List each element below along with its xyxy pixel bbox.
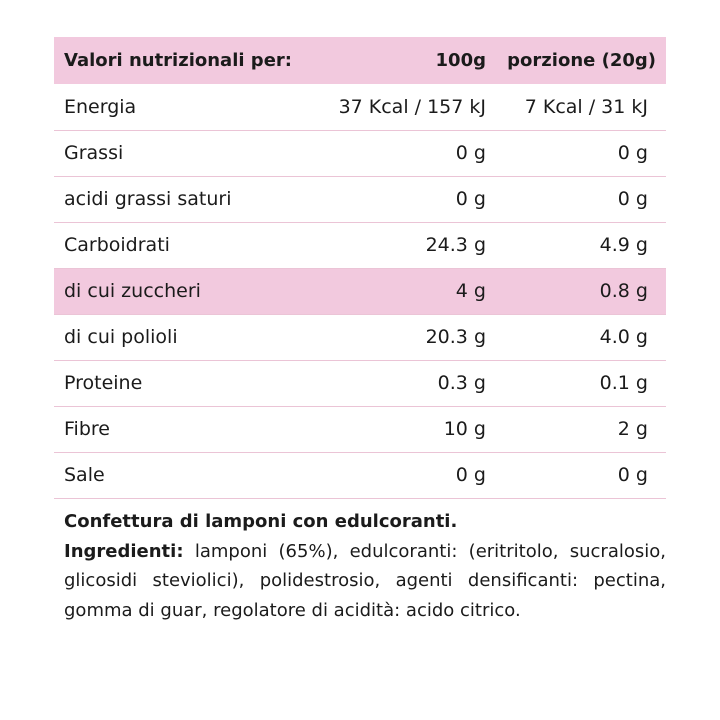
nutrient-value-portion: 0 g bbox=[486, 452, 666, 499]
nutrient-value-100g: 37 Kcal / 157 kJ bbox=[286, 84, 486, 131]
nutrient-name: di cui zuccheri bbox=[54, 268, 286, 315]
nutrient-value-100g: 20.3 g bbox=[286, 314, 486, 361]
nutrition-row-energia: Energia 37 Kcal / 157 kJ 7 Kcal / 31 kJ bbox=[54, 84, 666, 131]
nutrition-row-grassi: Grassi 0 g 0 g bbox=[54, 130, 666, 177]
nutrient-value-portion: 0 g bbox=[486, 176, 666, 223]
nutrition-row-zuccheri: di cui zuccheri 4 g 0.8 g bbox=[54, 268, 666, 315]
nutrient-value-100g: 0 g bbox=[286, 452, 486, 499]
nutrition-row-polioli: di cui polioli 20.3 g 4.0 g bbox=[54, 314, 666, 361]
nutrient-name: di cui polioli bbox=[54, 314, 286, 361]
nutrient-name: Fibre bbox=[54, 406, 286, 453]
nutrient-value-100g: 0 g bbox=[286, 176, 486, 223]
nutrient-value-portion: 0.8 g bbox=[486, 268, 666, 315]
nutrient-value-portion: 0 g bbox=[486, 130, 666, 177]
header-per-portion: porzione (20g) bbox=[507, 49, 656, 71]
product-name: Confettura di lamponi con edulcoranti. bbox=[64, 511, 458, 532]
nutrient-value-portion: 2 g bbox=[486, 406, 666, 453]
nutrient-name: acidi grassi saturi bbox=[54, 176, 286, 223]
nutrition-row-sale: Sale 0 g 0 g bbox=[54, 452, 666, 499]
nutrient-value-100g: 4 g bbox=[286, 268, 486, 315]
nutrient-name: Proteine bbox=[54, 360, 286, 407]
header-per-100g: 100g bbox=[435, 49, 486, 71]
nutrient-name: Sale bbox=[54, 452, 286, 499]
nutrient-name: Energia bbox=[54, 84, 286, 131]
nutrition-row-acidi-grassi-saturi: acidi grassi saturi 0 g 0 g bbox=[54, 176, 666, 223]
nutrient-value-portion: 4.9 g bbox=[486, 222, 666, 269]
nutrient-value-portion: 0.1 g bbox=[486, 360, 666, 407]
nutrient-value-100g: 10 g bbox=[286, 406, 486, 453]
nutrition-row-fibre: Fibre 10 g 2 g bbox=[54, 406, 666, 453]
nutrition-table: Valori nutrizionali per: 100g porzione (… bbox=[54, 37, 666, 499]
nutrition-row-proteine: Proteine 0.3 g 0.1 g bbox=[54, 360, 666, 407]
nutrition-table-header: Valori nutrizionali per: 100g porzione (… bbox=[54, 37, 666, 84]
nutrient-value-100g: 0 g bbox=[286, 130, 486, 177]
nutrition-label: Valori nutrizionali per: 100g porzione (… bbox=[54, 37, 666, 499]
nutrient-value-portion: 4.0 g bbox=[486, 314, 666, 361]
header-label: Valori nutrizionali per: bbox=[64, 49, 292, 71]
ingredients-label: Ingredienti: bbox=[64, 540, 184, 562]
nutrition-row-carboidrati: Carboidrati 24.3 g 4.9 g bbox=[54, 222, 666, 269]
nutrient-name: Grassi bbox=[54, 130, 286, 177]
product-description: Confettura di lamponi con edulcoranti. I… bbox=[64, 507, 666, 625]
nutrient-value-100g: 24.3 g bbox=[286, 222, 486, 269]
nutrient-value-portion: 7 Kcal / 31 kJ bbox=[486, 84, 666, 131]
ingredients-text: lamponi (65%), edulcoranti: (eritritolo,… bbox=[64, 540, 666, 621]
nutrient-value-100g: 0.3 g bbox=[286, 360, 486, 407]
ingredients-paragraph: Ingredienti: lamponi (65%), edulcoranti:… bbox=[64, 537, 666, 626]
nutrient-name: Carboidrati bbox=[54, 222, 286, 269]
